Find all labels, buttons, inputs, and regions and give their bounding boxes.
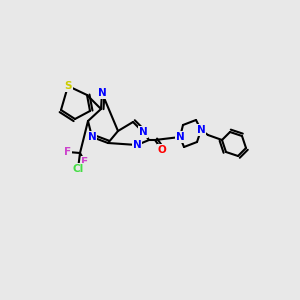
Text: Cl: Cl [72, 164, 84, 174]
Text: F: F [64, 147, 72, 157]
Text: O: O [158, 145, 166, 155]
Text: S: S [64, 81, 72, 91]
Text: N: N [133, 140, 141, 150]
Text: N: N [88, 132, 96, 142]
Text: N: N [98, 88, 106, 98]
Text: F: F [81, 157, 88, 167]
Text: N: N [196, 125, 206, 135]
Text: N: N [176, 132, 184, 142]
Text: N: N [139, 127, 147, 137]
